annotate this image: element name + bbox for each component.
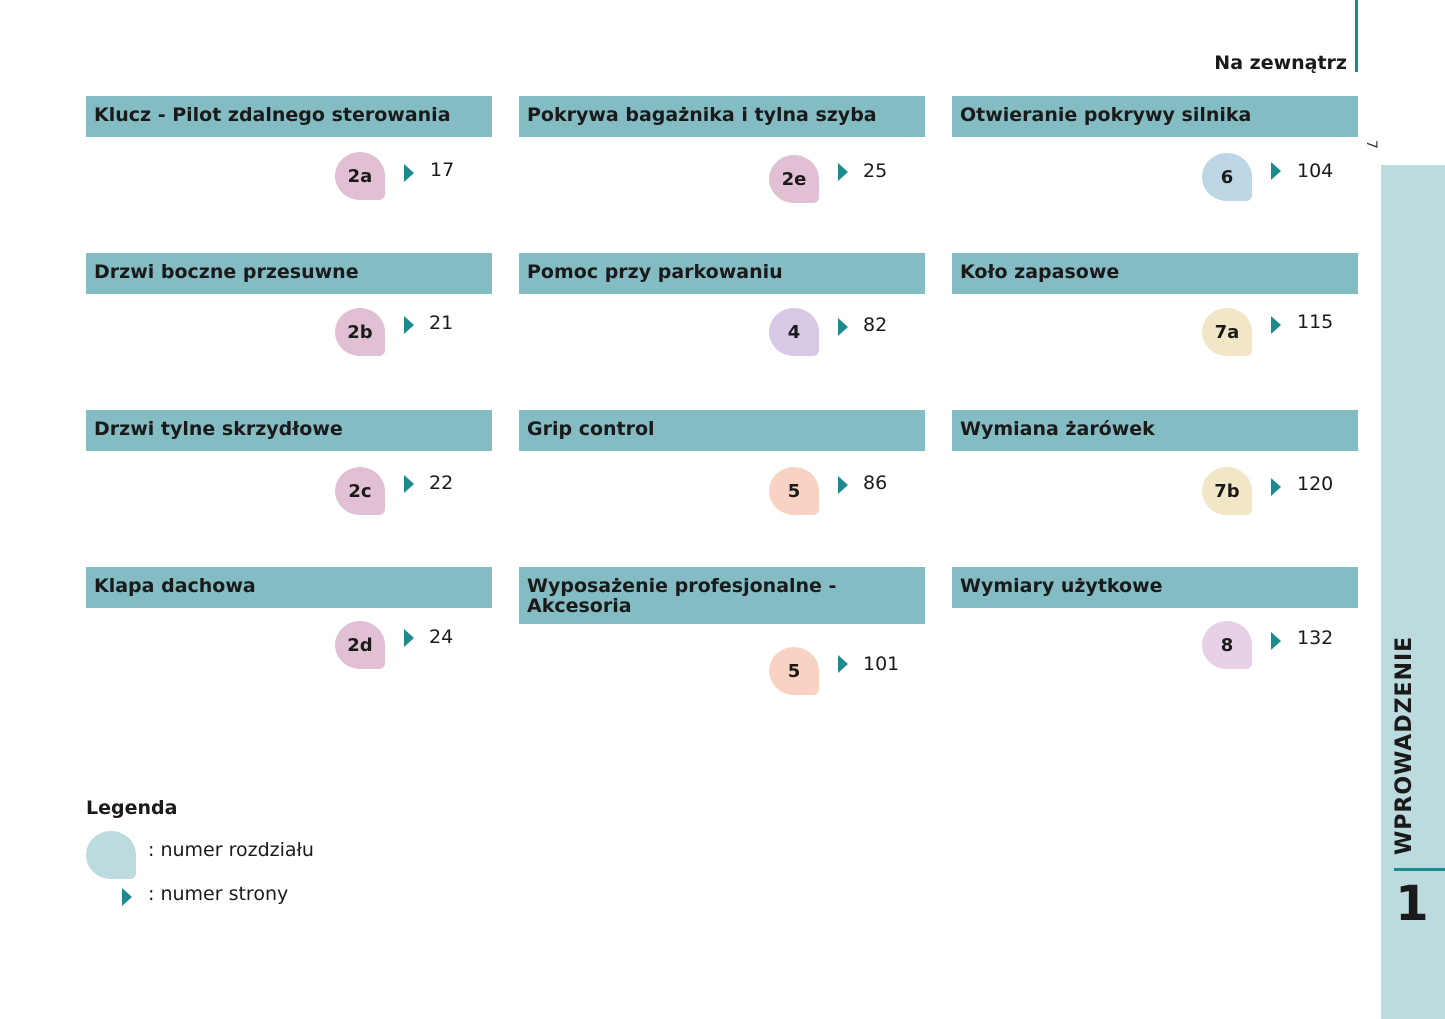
- page-arrow-icon: [404, 164, 414, 182]
- topic-title: Drzwi tylne skrzydłowe: [86, 410, 492, 451]
- chapter-side-tab: [1381, 165, 1445, 1019]
- topic-title: Wymiary użytkowe: [952, 567, 1358, 608]
- chapter-badge: 2d: [335, 621, 385, 669]
- topic-card-roof-flap[interactable]: Klapa dachowa: [86, 567, 492, 608]
- page-arrow-icon: [838, 318, 848, 336]
- page-link[interactable]: 132: [1297, 627, 1334, 649]
- topic-card-rear-doors[interactable]: Drzwi tylne skrzydłowe: [86, 410, 492, 451]
- chapter-badge: 2e: [769, 155, 819, 203]
- chapter-badge: 2c: [335, 467, 385, 515]
- side-tab-label: WPROWADZENIE: [1392, 635, 1417, 855]
- chapter-badge: 4: [769, 308, 819, 356]
- chapter-badge: 8: [1202, 621, 1252, 669]
- page-link[interactable]: 24: [429, 626, 454, 648]
- page-arrow-icon: [838, 163, 848, 181]
- legend-page-label: : numer strony: [148, 883, 289, 905]
- topic-title: Drzwi boczne przesuwne: [86, 253, 492, 294]
- page-arrow-icon: [122, 888, 132, 906]
- page-link[interactable]: 82: [863, 314, 888, 336]
- page-arrow-icon: [838, 655, 848, 673]
- topic-card-bonnet[interactable]: Otwieranie pokrywy silnika: [952, 96, 1358, 137]
- topic-title: Klucz - Pilot zdalnego sterowania: [86, 96, 492, 137]
- topic-card-spare-wheel[interactable]: Koło zapasowe: [952, 253, 1358, 294]
- topic-card-bulbs[interactable]: Wymiana żarówek: [952, 410, 1358, 451]
- topic-card-boot-lid[interactable]: Pokrywa bagażnika i tylna szyba: [519, 96, 925, 137]
- page-arrow-icon: [404, 316, 414, 334]
- topic-card-parking-assist[interactable]: Pomoc przy parkowaniu: [519, 253, 925, 294]
- chapter-drop-icon: [86, 831, 136, 879]
- topic-title: Grip control: [519, 410, 925, 451]
- chapter-number: 1: [1395, 876, 1429, 932]
- topic-card-key-remote[interactable]: Klucz - Pilot zdalnego sterowania: [86, 96, 492, 137]
- topic-title: Pomoc przy parkowaniu: [519, 253, 925, 294]
- chapter-badge: 5: [769, 467, 819, 515]
- page-arrow-icon: [1271, 162, 1281, 180]
- page-arrow-icon: [1271, 316, 1281, 334]
- legend-title: Legenda: [86, 797, 178, 819]
- legend-chapter-label: : numer rozdziału: [148, 839, 314, 861]
- topic-title: Wymiana żarówek: [952, 410, 1358, 451]
- topic-card-grip-control[interactable]: Grip control: [519, 410, 925, 451]
- chapter-badge: 2b: [335, 308, 385, 356]
- side-tab-rule: [1394, 868, 1445, 871]
- page-link[interactable]: 120: [1297, 473, 1334, 495]
- topic-title: Wyposażenie profesjonalne - Akcesoria: [519, 567, 925, 624]
- topic-title: Koło zapasowe: [952, 253, 1358, 294]
- topic-title: Pokrywa bagażnika i tylna szyba: [519, 96, 925, 137]
- topic-title: Klapa dachowa: [86, 567, 492, 608]
- page-arrow-icon: [404, 629, 414, 647]
- top-accent-rule: [1355, 0, 1358, 72]
- chapter-badge: 5: [769, 647, 819, 695]
- page-link[interactable]: 104: [1297, 160, 1334, 182]
- page-arrow-icon: [1271, 478, 1281, 496]
- topic-title: Otwieranie pokrywy silnika: [952, 96, 1358, 137]
- chapter-badge: 7b: [1202, 467, 1252, 515]
- page-arrow-icon: [1271, 632, 1281, 650]
- section-title: Na zewnątrz: [1214, 52, 1347, 74]
- chapter-badge: 6: [1202, 153, 1252, 201]
- page-arrow-icon: [404, 475, 414, 493]
- page-link[interactable]: 115: [1297, 311, 1334, 333]
- chapter-badge: 2a: [335, 152, 385, 200]
- chapter-badge: 7a: [1202, 308, 1252, 356]
- page-link[interactable]: 86: [863, 472, 888, 494]
- page-link[interactable]: 101: [863, 653, 900, 675]
- topic-card-sliding-door[interactable]: Drzwi boczne przesuwne: [86, 253, 492, 294]
- topic-card-pro-equipment[interactable]: Wyposażenie profesjonalne - Akcesoria: [519, 567, 925, 624]
- page-link[interactable]: 21: [429, 312, 454, 334]
- page-link[interactable]: 17: [430, 159, 455, 181]
- topic-card-dimensions[interactable]: Wymiary użytkowe: [952, 567, 1358, 608]
- page-arrow-icon: [838, 476, 848, 494]
- page-number: 7: [1363, 140, 1379, 149]
- page-link[interactable]: 25: [863, 160, 888, 182]
- page-link[interactable]: 22: [429, 472, 454, 494]
